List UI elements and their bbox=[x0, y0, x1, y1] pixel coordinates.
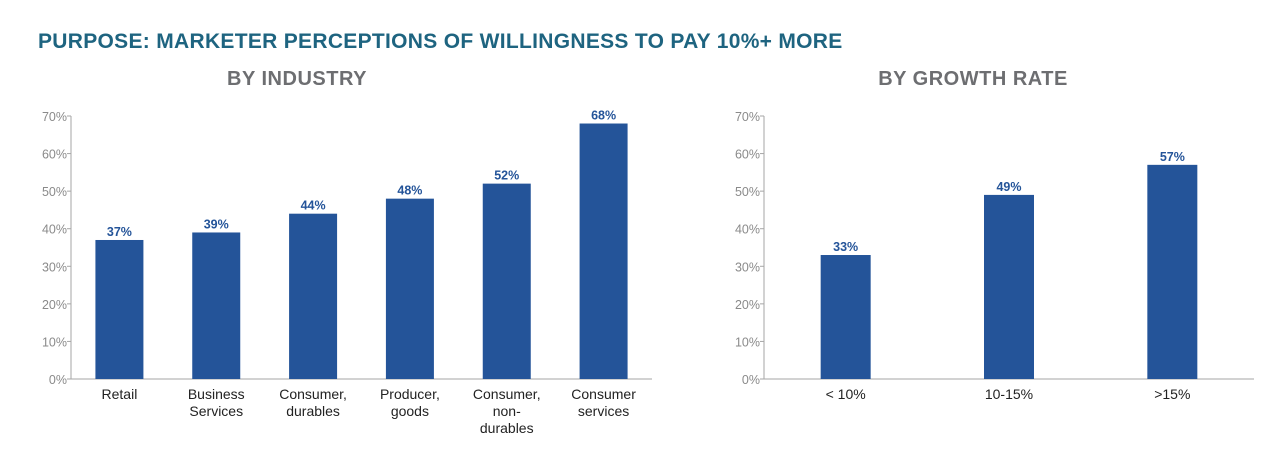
y-tick-label: 30% bbox=[42, 260, 67, 274]
bar bbox=[579, 123, 628, 379]
bar bbox=[192, 232, 241, 379]
bar bbox=[289, 213, 338, 379]
bar-value-label: 57% bbox=[1160, 150, 1185, 164]
y-tick-label: 20% bbox=[42, 298, 67, 312]
x-category-label: 10-15% bbox=[985, 386, 1033, 402]
y-tick-label: 70% bbox=[42, 110, 67, 124]
y-tick-label: 70% bbox=[735, 110, 760, 124]
bar-value-label: 52% bbox=[494, 169, 519, 183]
y-tick-label: 0% bbox=[742, 373, 760, 387]
y-tick-label: 50% bbox=[735, 185, 760, 199]
chart-title-growth-rate: BY GROWTH RATE bbox=[878, 68, 1068, 90]
y-tick-label: 10% bbox=[42, 335, 67, 349]
y-tick-label: 40% bbox=[735, 223, 760, 237]
y-tick-label: 0% bbox=[49, 373, 67, 387]
bar bbox=[984, 194, 1034, 379]
y-tick-label: 30% bbox=[735, 260, 760, 274]
bar bbox=[95, 239, 144, 379]
x-category-label: Business Services bbox=[188, 386, 245, 419]
bar-value-label: 44% bbox=[301, 199, 326, 213]
x-category-label: >15% bbox=[1154, 386, 1190, 402]
y-tick-label: 50% bbox=[42, 185, 67, 199]
y-tick-label: 60% bbox=[735, 148, 760, 162]
bar-value-label: 37% bbox=[107, 225, 132, 239]
bar bbox=[1147, 164, 1198, 379]
bar-value-label: 39% bbox=[204, 217, 229, 231]
bar-value-label: 33% bbox=[833, 240, 858, 254]
bar-value-label: 68% bbox=[591, 109, 616, 123]
x-category-label: Producer, goods bbox=[380, 386, 440, 419]
bar-value-label: 48% bbox=[397, 184, 422, 198]
x-category-label: Consumer, non-durables bbox=[473, 386, 541, 436]
bar-value-label: 49% bbox=[996, 180, 1021, 194]
y-tick-label: 60% bbox=[42, 148, 67, 162]
y-tick-label: 20% bbox=[735, 298, 760, 312]
industry-bar-chart: 0% 10% 20% 30% 40% 50% 60% 70% 37% Retail 39% Busin… bbox=[42, 109, 652, 436]
bar bbox=[820, 255, 871, 379]
y-tick-label: 10% bbox=[735, 335, 760, 349]
x-category-label: < 10% bbox=[826, 386, 866, 402]
bar bbox=[385, 198, 434, 379]
x-category-label: Retail bbox=[102, 386, 138, 402]
y-tick-label: 40% bbox=[42, 223, 67, 237]
bar bbox=[482, 183, 531, 379]
chart-title-industry: BY INDUSTRY bbox=[227, 68, 367, 90]
x-category-label: Consumer services bbox=[571, 386, 636, 419]
x-category-label: Consumer, durables bbox=[279, 386, 347, 419]
page-title: PURPOSE: MARKETER PERCEPTIONS OF WILLING… bbox=[38, 30, 843, 53]
